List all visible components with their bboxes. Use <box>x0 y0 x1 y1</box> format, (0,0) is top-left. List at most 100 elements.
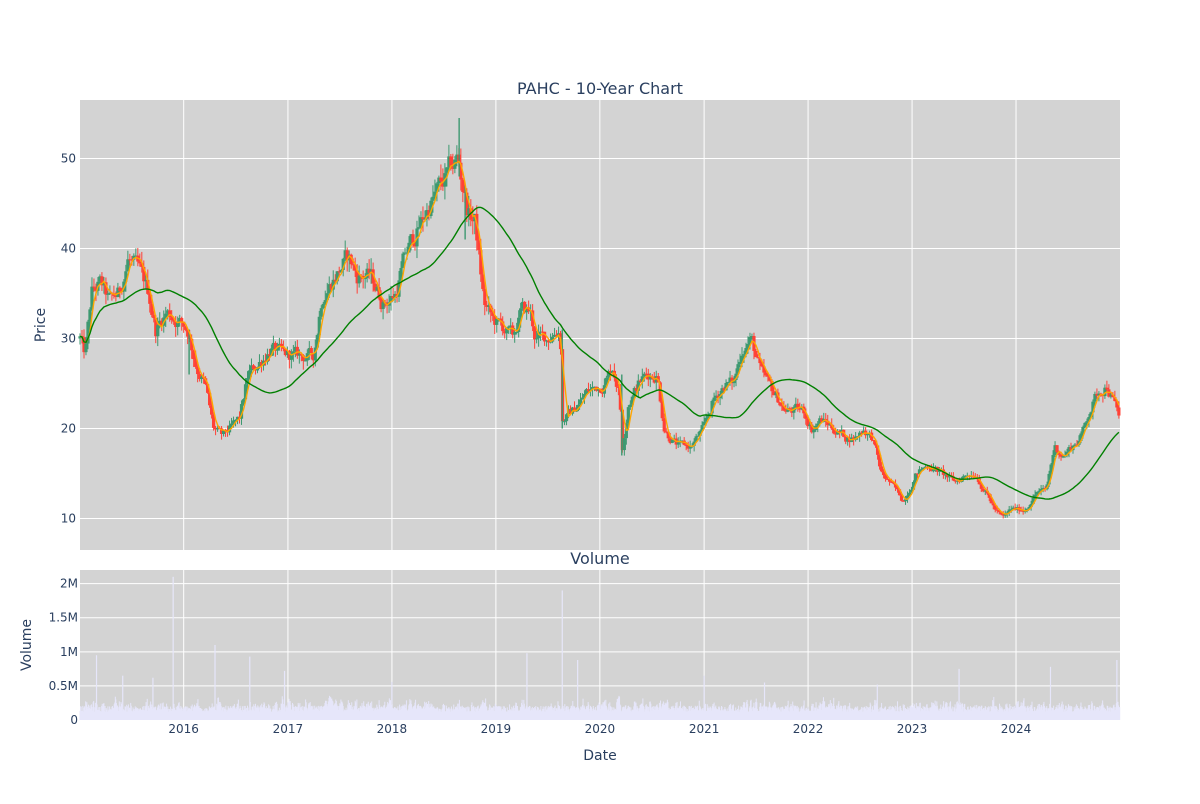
volume-bar <box>944 708 946 720</box>
volume-bar <box>714 706 716 720</box>
volume-bar <box>854 707 856 720</box>
candle-body <box>295 346 299 356</box>
volume-bar <box>921 709 923 720</box>
volume-bar <box>105 708 107 720</box>
volume-bar <box>981 709 983 720</box>
candle-body <box>806 418 810 427</box>
volume-bar <box>333 706 335 720</box>
volume-bar <box>773 703 775 720</box>
volume-bar <box>449 711 451 720</box>
volume-bar <box>89 707 91 720</box>
volume-bar <box>1033 706 1035 720</box>
volume-bar <box>272 705 274 720</box>
volume-bar <box>743 702 745 720</box>
volume-bar <box>742 710 744 720</box>
volume-bar <box>1092 710 1094 720</box>
candle-body <box>1081 426 1085 434</box>
volume-bar <box>1073 711 1075 720</box>
volume-bar <box>628 707 630 720</box>
volume-bar <box>1001 708 1003 720</box>
volume-bar <box>730 703 732 720</box>
price-chart-title: PAHC - 10-Year Chart <box>517 79 683 98</box>
volume-bar <box>504 709 506 720</box>
candle-body <box>798 408 802 410</box>
volume-bar <box>191 704 193 720</box>
candle-body <box>891 481 896 484</box>
volume-bar <box>849 709 851 720</box>
volume-bar <box>184 708 186 720</box>
volume-bar <box>588 704 590 720</box>
candle-body <box>1007 509 1011 513</box>
volume-bar <box>1042 703 1044 720</box>
volume-bar <box>954 708 956 720</box>
volume-bar <box>758 711 760 720</box>
volume-bar <box>495 705 497 720</box>
volume-bar <box>417 703 419 720</box>
volume-bar <box>448 707 450 720</box>
volume-bar <box>200 709 202 720</box>
volume-bar <box>885 706 887 720</box>
candle-body <box>638 380 642 382</box>
volume-bar <box>93 700 95 720</box>
volume-bar <box>587 708 589 720</box>
volume-bar <box>177 706 179 720</box>
volume-bar <box>365 707 367 720</box>
volume-bar <box>82 711 84 720</box>
volume-bar <box>378 700 380 720</box>
volume-bar <box>852 708 854 720</box>
volume-bar <box>458 703 460 720</box>
volume-bar <box>209 708 211 720</box>
volume-bar <box>192 711 194 720</box>
volume-bar <box>977 706 979 720</box>
volume-bar <box>321 706 323 720</box>
candle-body <box>676 442 680 445</box>
candle-body <box>688 445 692 449</box>
volume-bar <box>916 709 918 720</box>
volume-bar <box>278 707 280 720</box>
candle-body <box>979 484 983 489</box>
volume-bar <box>855 706 857 720</box>
volume-bar <box>405 700 407 720</box>
volume-bar <box>380 706 382 720</box>
volume-bar <box>472 709 474 720</box>
volume-bar <box>804 710 806 720</box>
volume-bar <box>366 703 368 720</box>
candle-body <box>736 364 740 374</box>
volume-bar <box>147 705 149 720</box>
volume-bar <box>327 701 329 720</box>
volume-bar <box>755 701 757 720</box>
volume-bar <box>505 707 507 720</box>
volume-bar <box>744 702 746 720</box>
candle-body <box>648 376 652 380</box>
volume-bar <box>751 708 753 720</box>
volume-bar <box>85 704 87 720</box>
volume-bar <box>851 708 853 720</box>
volume-bar <box>319 706 321 720</box>
volume-bar <box>346 709 348 720</box>
volume-bar <box>274 704 276 720</box>
volume-bar <box>648 711 650 720</box>
volume-bar <box>1077 708 1079 720</box>
volume-bar <box>407 709 409 720</box>
volume-bar <box>926 704 928 720</box>
volume-bar <box>144 706 146 720</box>
candle-body <box>897 489 902 496</box>
candle-body <box>945 474 949 478</box>
volume-bar <box>587 702 589 720</box>
candle-body <box>88 309 92 322</box>
candle-body <box>568 408 573 414</box>
volume-bar <box>328 697 330 720</box>
volume-bar <box>89 708 91 720</box>
volume-bar <box>632 710 634 720</box>
volume-bar <box>516 705 518 720</box>
volume-bar <box>992 701 994 720</box>
volume-bar <box>108 709 110 720</box>
volume-bar <box>875 700 877 720</box>
volume-bar <box>424 707 426 720</box>
volume-bar <box>233 704 235 720</box>
volume-bar <box>82 705 84 720</box>
candle-body <box>686 444 690 449</box>
candle-body <box>271 342 276 349</box>
volume-bar <box>394 709 396 720</box>
candle-body <box>92 286 96 288</box>
